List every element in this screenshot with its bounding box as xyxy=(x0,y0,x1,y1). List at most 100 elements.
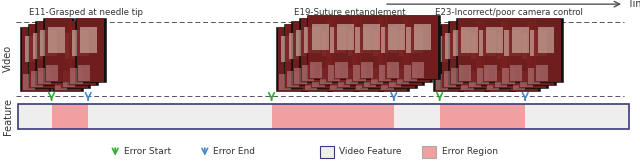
Bar xyxy=(433,27,463,91)
Bar xyxy=(45,18,72,82)
Bar xyxy=(312,71,324,87)
Bar xyxy=(301,27,332,91)
Bar xyxy=(502,68,515,84)
Text: Feature: Feature xyxy=(3,98,13,135)
Bar xyxy=(536,65,548,81)
Bar xyxy=(414,24,431,50)
Bar xyxy=(302,65,314,81)
Bar xyxy=(476,21,502,85)
Bar xyxy=(376,18,406,82)
Bar xyxy=(370,21,397,85)
Bar xyxy=(312,24,328,50)
Bar xyxy=(451,68,463,84)
Bar xyxy=(495,71,507,87)
Bar xyxy=(453,30,470,56)
Bar xyxy=(525,21,556,85)
Bar xyxy=(362,24,389,88)
Bar xyxy=(328,65,340,81)
Bar xyxy=(396,21,422,85)
Bar xyxy=(279,74,291,90)
Bar xyxy=(520,71,532,87)
Bar xyxy=(18,104,629,129)
Text: Video: Video xyxy=(3,45,13,73)
Bar xyxy=(311,24,338,88)
Bar xyxy=(52,27,83,91)
Bar xyxy=(534,18,561,82)
Bar xyxy=(48,27,65,53)
Bar xyxy=(436,74,448,90)
Bar xyxy=(438,36,454,62)
Text: E11-Grasped at needle tip: E11-Grasped at needle tip xyxy=(29,8,143,17)
Bar xyxy=(527,21,554,85)
Bar xyxy=(528,68,540,84)
Bar xyxy=(307,36,323,62)
Bar xyxy=(532,18,563,82)
Bar xyxy=(40,30,57,56)
Bar xyxy=(337,24,364,88)
Bar xyxy=(481,18,512,82)
Bar xyxy=(360,24,391,88)
Bar xyxy=(355,27,381,91)
Bar xyxy=(471,33,488,59)
Bar xyxy=(294,68,307,84)
Bar xyxy=(513,74,525,90)
Bar xyxy=(401,18,432,82)
Bar xyxy=(445,33,462,59)
Bar xyxy=(358,36,374,62)
Bar xyxy=(29,24,56,88)
Bar xyxy=(70,68,83,84)
Bar xyxy=(348,30,364,56)
Bar xyxy=(501,21,528,85)
Bar xyxy=(69,21,96,85)
Bar xyxy=(35,21,66,85)
Bar xyxy=(412,62,424,78)
Bar xyxy=(281,36,298,62)
Bar xyxy=(344,21,371,85)
Bar xyxy=(442,24,469,88)
Bar xyxy=(530,30,547,56)
Bar xyxy=(54,27,81,91)
Bar xyxy=(305,74,317,90)
Bar xyxy=(486,27,513,91)
Bar xyxy=(23,74,35,90)
Bar xyxy=(324,18,355,82)
Bar xyxy=(386,24,417,88)
Bar xyxy=(289,33,305,59)
Bar xyxy=(320,146,334,158)
Bar xyxy=(31,71,43,87)
Bar xyxy=(78,65,90,81)
Bar xyxy=(22,27,49,91)
Bar xyxy=(37,21,64,85)
Bar xyxy=(379,65,391,81)
Bar xyxy=(474,21,504,85)
Bar xyxy=(291,21,322,85)
Bar xyxy=(440,24,471,88)
Bar xyxy=(463,36,480,62)
Bar xyxy=(394,21,424,85)
Bar xyxy=(355,27,372,53)
Bar xyxy=(456,18,486,82)
Bar xyxy=(319,21,346,85)
Bar xyxy=(435,27,461,91)
Bar xyxy=(25,36,42,62)
Bar xyxy=(383,15,414,79)
Bar xyxy=(466,24,497,88)
Bar xyxy=(52,104,88,129)
Bar xyxy=(329,27,356,91)
Bar xyxy=(504,30,521,56)
Text: Error End: Error End xyxy=(213,147,255,156)
Bar xyxy=(469,71,481,87)
Bar xyxy=(332,15,363,79)
Bar xyxy=(43,18,74,82)
Bar xyxy=(28,24,58,88)
Bar xyxy=(459,65,471,81)
Bar xyxy=(77,18,104,82)
Bar xyxy=(322,30,339,56)
Text: Time: Time xyxy=(627,0,640,9)
Bar xyxy=(320,68,332,84)
Bar xyxy=(499,21,530,85)
Bar xyxy=(391,33,408,59)
Bar xyxy=(67,21,98,85)
Bar xyxy=(356,74,368,90)
Bar xyxy=(512,27,529,53)
